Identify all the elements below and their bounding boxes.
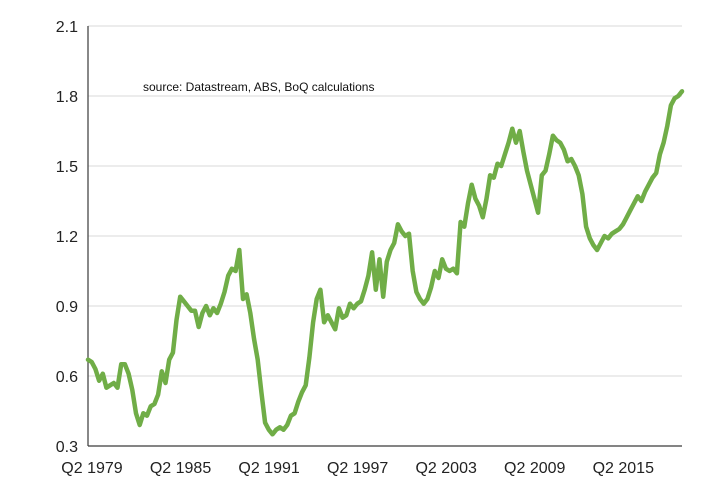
y-tick-label: 2.1 <box>56 19 78 36</box>
x-tick-label: Q2 2009 <box>504 460 565 477</box>
x-tick-label: Q2 1979 <box>61 460 122 477</box>
series-group <box>85 89 685 437</box>
y-tick-label: 0.3 <box>56 439 78 456</box>
x-tick-label: Q2 1997 <box>327 460 388 477</box>
y-tick-label: 1.8 <box>56 89 78 106</box>
source-annotation: source: Datastream, ABS, BoQ calculation… <box>143 80 374 94</box>
y-tick-label: 1.2 <box>56 229 78 246</box>
y-tick-label: 0.9 <box>56 299 78 316</box>
x-tick-label: Q2 2003 <box>415 460 476 477</box>
series-line-0 <box>85 89 685 437</box>
y-axis-tick-labels: 0.3 0.6 0.9 1.2 1.5 1.8 2.1 <box>56 19 78 456</box>
x-tick-label: Q2 1991 <box>238 460 299 477</box>
x-axis-tick-labels: Q2 1979 Q2 1985 Q2 1991 Q2 1997 Q2 2003 Q2 20… <box>61 460 654 477</box>
x-tick-label: Q2 2015 <box>593 460 654 477</box>
x-tick-label: Q2 1985 <box>150 460 211 477</box>
y-tick-label: 0.6 <box>56 369 78 386</box>
y-tick-label: 1.5 <box>56 159 78 176</box>
